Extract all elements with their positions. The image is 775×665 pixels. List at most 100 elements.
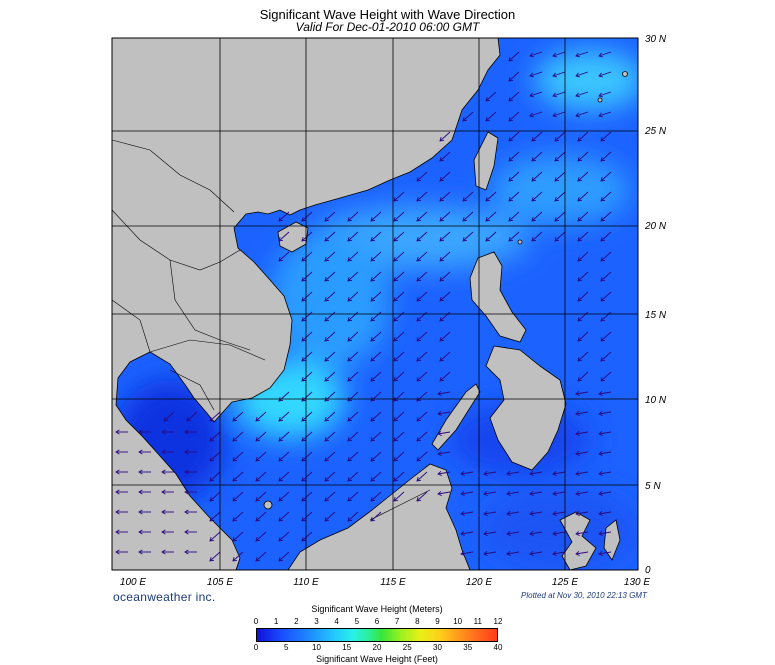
land-natuna [263, 500, 273, 510]
direction-arrow [485, 91, 497, 102]
direction-arrow [416, 231, 428, 242]
direction-arrow [161, 549, 174, 555]
direction-arrow [324, 411, 336, 422]
direction-arrow [163, 411, 175, 422]
direction-arrow [278, 551, 290, 562]
direction-arrow [370, 351, 382, 362]
direction-arrow [508, 171, 520, 182]
direction-arrow [598, 490, 612, 496]
direction-arrow [483, 530, 497, 536]
direction-arrow [462, 191, 474, 202]
direction-arrow [416, 431, 428, 442]
direction-arrow [324, 351, 336, 362]
direction-arrow [301, 471, 313, 482]
direction-arrow [278, 431, 290, 442]
direction-arrow [437, 450, 451, 456]
direction-arrow [393, 451, 405, 462]
direction-arrow [370, 231, 382, 242]
direction-arrow [138, 489, 151, 495]
direction-arrow [577, 291, 589, 302]
direction-arrows [115, 51, 612, 562]
direction-arrow [161, 449, 174, 455]
direction-arrow [161, 469, 174, 475]
direction-arrow [552, 510, 566, 516]
direction-arrow [370, 271, 382, 282]
direction-arrow [232, 551, 244, 562]
direction-arrow [370, 491, 382, 502]
direction-arrow [439, 151, 451, 162]
direction-arrow [324, 331, 336, 342]
direction-arrow [324, 231, 336, 242]
direction-arrow [485, 211, 497, 222]
direction-arrow [393, 411, 405, 422]
lon-label: 105 E [207, 577, 233, 588]
direction-arrow [598, 450, 612, 456]
direction-arrow [460, 530, 474, 536]
direction-arrow [552, 91, 566, 98]
direction-arrow [347, 291, 359, 302]
direction-arrow [324, 371, 336, 382]
direction-arrow [600, 251, 612, 262]
direction-arrow [115, 429, 128, 435]
direction-arrow [577, 271, 589, 282]
direction-arrow [508, 131, 520, 142]
direction-arrow [255, 431, 267, 442]
direction-arrow [347, 431, 359, 442]
direction-arrow [232, 451, 244, 462]
direction-arrow [347, 351, 359, 362]
direction-arrow [416, 471, 428, 482]
direction-arrow [301, 391, 313, 402]
direction-arrow [508, 51, 520, 62]
direction-arrow [600, 191, 612, 202]
page-subtitle: Valid For Dec-01-2010 06:00 GMT [295, 20, 480, 34]
colorbar-tick: 12 [493, 617, 503, 626]
direction-arrow [439, 251, 451, 262]
direction-arrow [577, 191, 589, 202]
direction-arrow [575, 530, 589, 536]
direction-arrow [278, 491, 290, 502]
direction-arrow [508, 231, 520, 242]
direction-arrow [209, 411, 221, 422]
direction-arrow [439, 331, 451, 342]
direction-arrow [347, 511, 359, 522]
direction-arrow [529, 550, 543, 556]
land-taiwan [473, 131, 499, 191]
direction-arrow [347, 451, 359, 462]
direction-arrow [324, 491, 336, 502]
direction-arrow [209, 451, 221, 462]
direction-arrow [347, 331, 359, 342]
direction-arrow [600, 211, 612, 222]
direction-arrow [416, 451, 428, 462]
direction-arrow [598, 91, 612, 98]
colorbar-feet-ticks: 0 5 10 15 20 25 30 35 40 [254, 643, 503, 653]
direction-arrow [439, 191, 451, 202]
direction-arrow [184, 549, 197, 555]
direction-arrow [184, 429, 197, 435]
direction-arrow [462, 211, 474, 222]
direction-arrow [416, 171, 428, 182]
direction-arrow [508, 151, 520, 162]
lat-label: 5 N [645, 481, 661, 492]
direction-arrow [485, 231, 497, 242]
land-sulawesi [559, 511, 597, 570]
direction-arrow [255, 491, 267, 502]
direction-arrow [416, 331, 428, 342]
direction-arrow [347, 411, 359, 422]
direction-arrow [115, 489, 128, 495]
direction-arrow [255, 451, 267, 462]
direction-arrow [324, 271, 336, 282]
direction-arrow [393, 351, 405, 362]
colorbar-meters-title: Significant Wave Height (Meters) [311, 604, 443, 614]
direction-arrow [186, 411, 198, 422]
direction-arrow [531, 191, 543, 202]
direction-arrow [370, 371, 382, 382]
direction-arrow [554, 231, 566, 242]
direction-arrow [255, 551, 267, 562]
direction-arrow [138, 509, 151, 515]
direction-arrow [508, 91, 520, 102]
direction-arrow [483, 510, 497, 516]
direction-arrow [301, 371, 313, 382]
direction-arrow [347, 371, 359, 382]
direction-arrow [416, 251, 428, 262]
direction-arrow [506, 530, 520, 536]
